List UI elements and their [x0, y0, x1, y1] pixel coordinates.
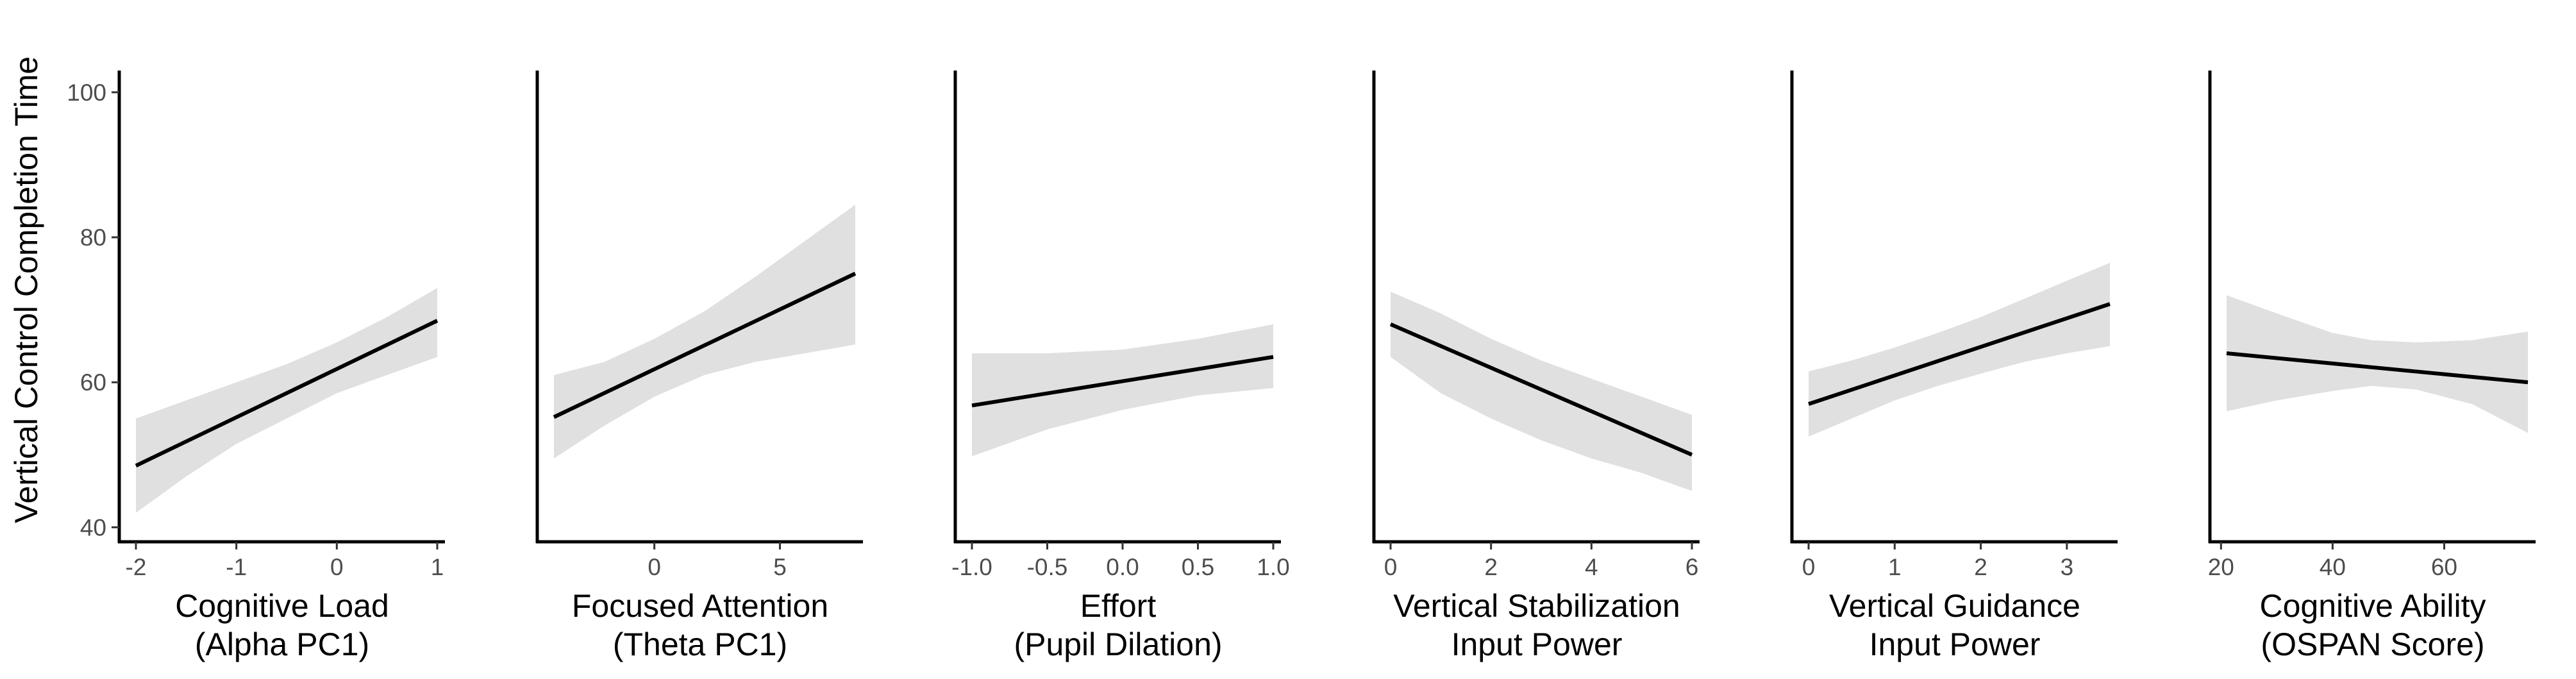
confidence-ribbon	[136, 288, 437, 513]
panel-2: 0 5 Focused Attention(Theta PC1)	[535, 71, 863, 662]
regression-line	[553, 271, 857, 419]
x-tick-label: 40	[2320, 554, 2346, 580]
x-tick-label: -2	[126, 554, 147, 580]
x-tick-label: 0	[648, 554, 661, 580]
confidence-ribbon	[972, 324, 1273, 457]
panel-1: 40 60 80 100 -2 -1 0 1 Cognitive Load(Alpha PC1)	[67, 71, 445, 662]
y-axis-title: Vertical Control Completion Time	[8, 56, 44, 523]
x-tick-label: 0	[1384, 554, 1398, 580]
x-axis-title-line: Effort	[1080, 588, 1157, 624]
x-tick-label: 1	[431, 554, 444, 580]
x-tick-label: 3	[2061, 554, 2074, 580]
x-tick-label: 60	[2431, 554, 2457, 580]
y-tick-label: 80	[80, 224, 106, 251]
x-tick-label: 0.5	[1182, 554, 1214, 580]
x-tick-label: 0.0	[1106, 554, 1139, 580]
regression-line	[1808, 302, 2111, 407]
regression-line	[1389, 323, 1693, 457]
x-tick-label: 2	[1484, 554, 1498, 580]
x-tick-label: 0	[330, 554, 344, 580]
x-tick-label: -0.5	[1027, 554, 1068, 580]
x-tick-label: 20	[2208, 554, 2234, 580]
confidence-ribbon	[1809, 262, 2110, 437]
x-axis-title-line: Cognitive Ability	[2260, 588, 2486, 624]
y-tick-label: 60	[80, 369, 106, 396]
y-tick-label: 100	[67, 80, 106, 106]
regression-line	[135, 319, 439, 467]
x-tick-label: 4	[1585, 554, 1598, 580]
confidence-ribbon	[554, 205, 855, 458]
x-axis-title-line: (OSPAN Score)	[2261, 626, 2484, 662]
x-tick-label: 6	[1685, 554, 1699, 580]
x-axis-title-line: Vertical Stabilization	[1393, 588, 1680, 624]
x-axis-title-line: Cognitive Load	[175, 588, 389, 624]
x-axis-title-line: Vertical Guidance	[1829, 588, 2080, 624]
regression-line	[2226, 351, 2529, 385]
y-tick-label: 40	[80, 514, 106, 541]
x-tick-label: 2	[1974, 554, 1987, 580]
panel-6: 20 40 60 Cognitive Ability(OSPAN Score)	[2208, 71, 2536, 662]
regression-line	[971, 355, 1274, 408]
x-axis-title-line: (Theta PC1)	[613, 626, 787, 662]
x-tick-label: 1	[1888, 554, 1902, 580]
x-tick-label: 0	[1802, 554, 1816, 580]
confidence-ribbon	[2227, 295, 2528, 433]
x-tick-label: -1	[226, 554, 247, 580]
x-axis-title-line: Input Power	[1451, 626, 1623, 662]
x-tick-label: -1.0	[951, 554, 992, 580]
x-tick-label: 5	[773, 554, 787, 580]
x-axis-title-line: (Alpha PC1)	[195, 626, 369, 662]
x-axis-title-line: (Pupil Dilation)	[1014, 626, 1222, 662]
x-axis-title-line: Input Power	[1869, 626, 2041, 662]
x-axis-title-line: Focused Attention	[572, 588, 828, 624]
panel-3: -1.0 -0.5 0.0 0.5 1.0 Effort(Pupil Dilation)	[951, 71, 1290, 662]
x-tick-label: 1.0	[1257, 554, 1289, 580]
